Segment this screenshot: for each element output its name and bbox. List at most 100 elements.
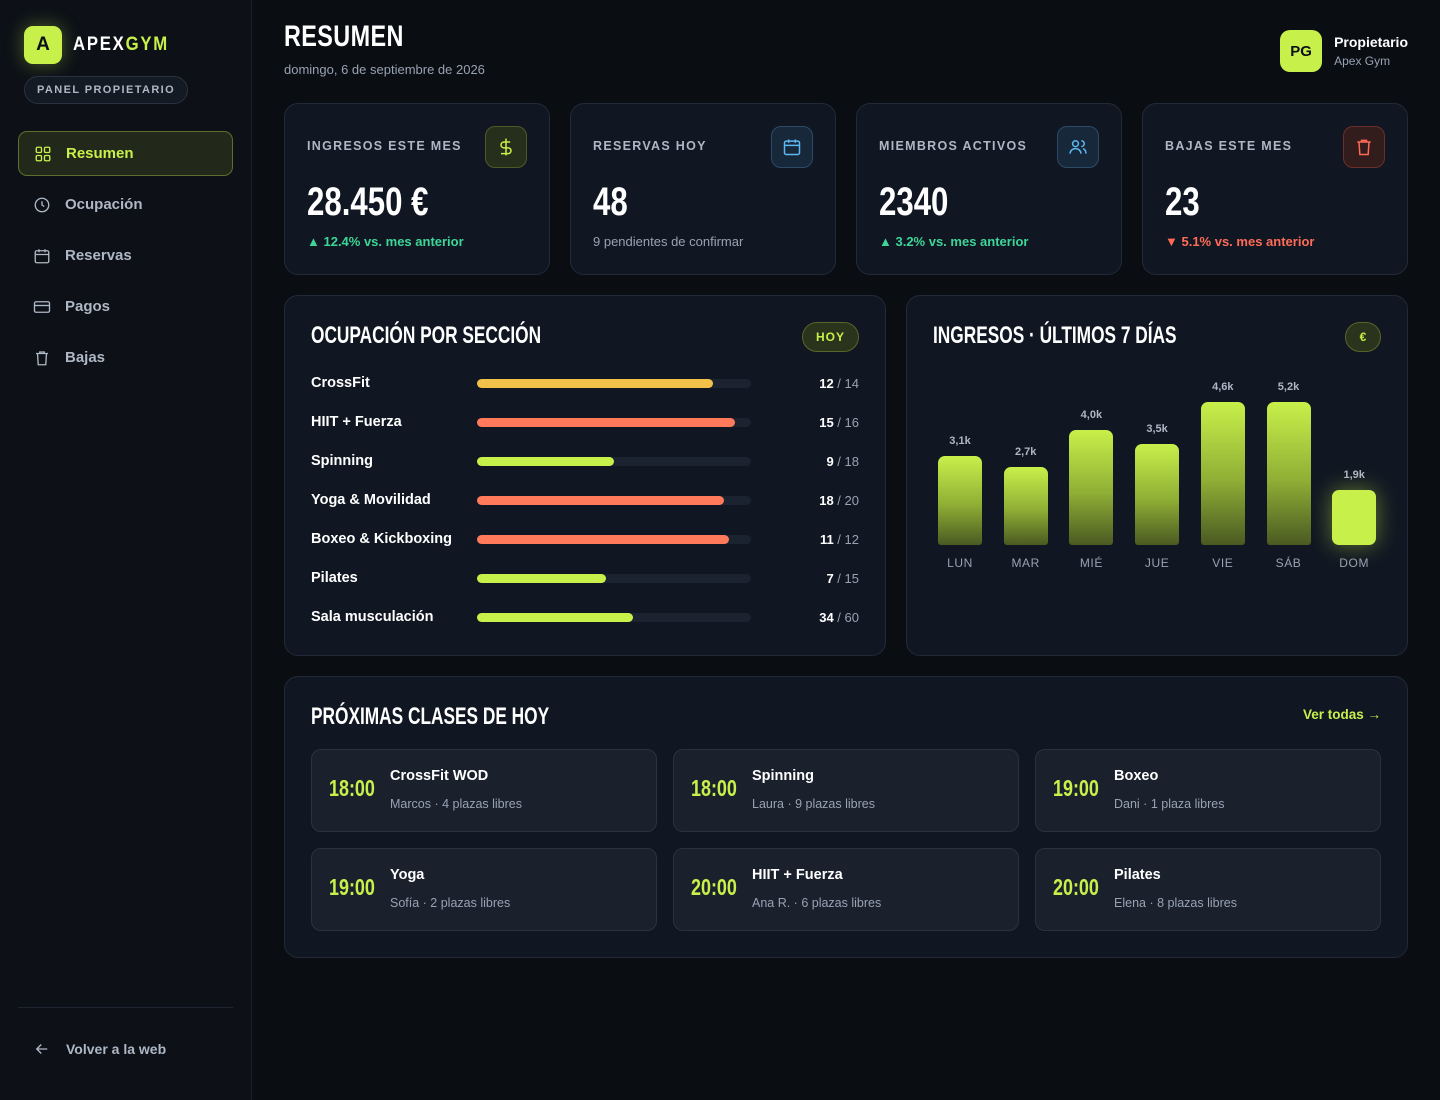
occupancy-card: OCUPACIÓN POR SECCIÓN HOY CrossFit 12 / 1… — [284, 295, 886, 656]
stat-card-reservas: RESERVAS HOY 48 9 pendientes de confirma… — [570, 103, 836, 275]
occupancy-count: 15 / 16 — [819, 414, 859, 430]
stat-label: BAJAS ESTE MES — [1165, 139, 1293, 153]
sidebar-item-resumen[interactable]: Resumen — [18, 131, 233, 176]
trash-icon — [36, 350, 48, 365]
revenue-value-label: 5,2k — [1277, 381, 1300, 393]
occupancy-count: 18 / 20 — [819, 492, 859, 508]
upcoming-classes-card: PRÓXIMAS CLASES DE HOY Ver todas → 18:00… — [284, 676, 1408, 958]
revenue-value-label: 4,6k — [1212, 381, 1234, 393]
occupancy-bar-fill — [477, 495, 724, 505]
sidebar-item-label: Ocupación — [65, 196, 143, 213]
class-time: 18:00 — [691, 775, 737, 801]
class-meta: Dani · 1 plaza libres — [1114, 797, 1225, 811]
revenue-title: INGRESOS · ÚLTIMOS 7 DÍAS — [933, 322, 1177, 349]
page-title: RESUMEN — [284, 20, 404, 53]
occupancy-bar-fill — [477, 612, 634, 622]
revenue-bar[interactable] — [1332, 490, 1377, 545]
section-name: Pilates — [311, 570, 358, 586]
brand-logo[interactable]: A APEXGYM — [24, 26, 182, 64]
stat-label: RESERVAS HOY — [593, 139, 707, 153]
section-name: Boxeo & Kickboxing — [311, 531, 452, 547]
revenue-day-label: LUN — [947, 556, 973, 570]
revenue-bar[interactable] — [1135, 444, 1180, 545]
sidebar-item-bajas[interactable]: Bajas — [18, 335, 233, 380]
occupancy-row: Boxeo & Kickboxing 11 / 12 — [311, 529, 859, 549]
sidebar-item-label: Reservas — [65, 247, 132, 264]
class-card[interactable]: 18:00 CrossFit WOD Marcos · 4 plazas libre… — [311, 749, 657, 832]
class-time: 19:00 — [329, 874, 375, 900]
occupancy-bar-track — [477, 417, 751, 427]
owner-gym: Apex Gym — [1334, 54, 1391, 68]
stat-subtext: 9 pendientes de confirmar — [593, 234, 744, 249]
occupancy-count: 9 / 18 — [826, 453, 859, 469]
stat-delta: ▲ 3.2% vs. mes anterior — [879, 234, 1029, 249]
revenue-bar[interactable] — [1069, 430, 1114, 545]
occupancy-row: Sala musculación 34 / 60 — [311, 607, 859, 627]
class-meta: Ana R. · 6 plazas libres — [752, 896, 882, 910]
occupancy-bar-fill — [477, 378, 713, 388]
class-name: Yoga — [390, 867, 425, 883]
panel-badge: PANEL PROPIETARIO — [24, 76, 189, 104]
revenue-card: INGRESOS · ÚLTIMOS 7 DÍAS € 3,1k LUN 2,7k M… — [906, 295, 1408, 656]
occupancy-bar-track — [477, 534, 751, 544]
sidebar-item-reservas[interactable]: Reservas — [18, 233, 233, 278]
class-card[interactable]: 20:00 HIIT + Fuerza Ana R. · 6 plazas libr… — [673, 848, 1019, 931]
occupancy-count: 11 / 12 — [819, 531, 859, 547]
class-card[interactable]: 18:00 Spinning Laura · 9 plazas libres — [673, 749, 1019, 832]
occupancy-row: Spinning 9 / 18 — [311, 451, 859, 471]
class-card[interactable]: 19:00 Yoga Sofía · 2 plazas libres — [311, 848, 657, 931]
section-name: Yoga & Movilidad — [311, 492, 431, 508]
view-all-link[interactable]: Ver todas → — [1302, 707, 1381, 722]
revenue-day-label: JUE — [1144, 556, 1170, 570]
occupancy-bar-track — [477, 456, 751, 466]
revenue-bar[interactable] — [1266, 402, 1311, 545]
grid-icon — [35, 146, 51, 161]
occupancy-row: HIIT + Fuerza 15 / 16 — [311, 412, 859, 432]
occupancy-count: 12 / 14 — [819, 375, 859, 391]
revenue-day-label: MIÉ — [1079, 556, 1103, 570]
owner-profile[interactable]: PG Propietario Apex Gym — [1280, 30, 1408, 72]
today-badge[interactable]: HOY — [801, 322, 859, 352]
class-meta: Elena · 8 plazas libres — [1114, 896, 1237, 910]
revenue-day-label: MAR — [1011, 556, 1040, 570]
sidebar-item-ocupacion[interactable]: Ocupación — [18, 182, 233, 227]
revenue-bar[interactable] — [1003, 467, 1048, 545]
sidebar-divider — [18, 1007, 233, 1008]
class-time: 20:00 — [1053, 874, 1099, 900]
trash-icon — [1343, 126, 1385, 168]
revenue-bar[interactable] — [1200, 402, 1245, 545]
stat-value: 28.450 € — [307, 180, 429, 224]
class-name: HIIT + Fuerza — [752, 867, 843, 883]
class-card[interactable]: 20:00 Pilates Elena · 8 plazas libres — [1035, 848, 1381, 931]
class-time: 18:00 — [329, 775, 375, 801]
avatar: PG — [1280, 30, 1323, 72]
clock-icon — [34, 197, 50, 212]
section-name: Spinning — [311, 453, 374, 469]
back-to-web-link[interactable]: Volver a la web — [33, 1040, 166, 1058]
section-name: HIIT + Fuerza — [311, 414, 402, 430]
occupancy-bar-track — [477, 612, 751, 622]
revenue-day-label: VIE — [1212, 556, 1234, 570]
class-meta: Marcos · 4 plazas libres — [390, 797, 522, 811]
occupancy-bar-track — [477, 495, 751, 505]
occupancy-bar-track — [477, 573, 751, 583]
class-time: 20:00 — [691, 874, 737, 900]
occupancy-bar-fill — [477, 573, 606, 583]
currency-badge[interactable]: € — [1345, 322, 1381, 352]
sidebar-item-label: Bajas — [65, 349, 106, 366]
revenue-bar[interactable] — [938, 456, 982, 545]
occupancy-row: Pilates 7 / 15 — [311, 568, 859, 588]
class-meta: Laura · 9 plazas libres — [752, 797, 875, 811]
revenue-value-label: 2,7k — [1014, 446, 1037, 458]
class-card[interactable]: 19:00 Boxeo Dani · 1 plaza libres — [1035, 749, 1381, 832]
stat-value: 2340 — [879, 180, 949, 224]
stat-label: INGRESOS ESTE MES — [307, 139, 462, 153]
sidebar-item-label: Pagos — [65, 298, 111, 315]
stat-delta: ▼ 5.1% vs. mes anterior — [1165, 234, 1315, 249]
occupancy-bar-fill — [477, 534, 730, 544]
sidebar-item-pagos[interactable]: Pagos — [18, 284, 233, 329]
class-name: Pilates — [1114, 867, 1161, 883]
back-link-label: Volver a la web — [66, 1041, 167, 1057]
sidebar: A APEXGYM PANEL PROPIETARIO Resumen Ocup… — [0, 0, 252, 1100]
occupancy-count: 34 / 60 — [819, 609, 859, 625]
